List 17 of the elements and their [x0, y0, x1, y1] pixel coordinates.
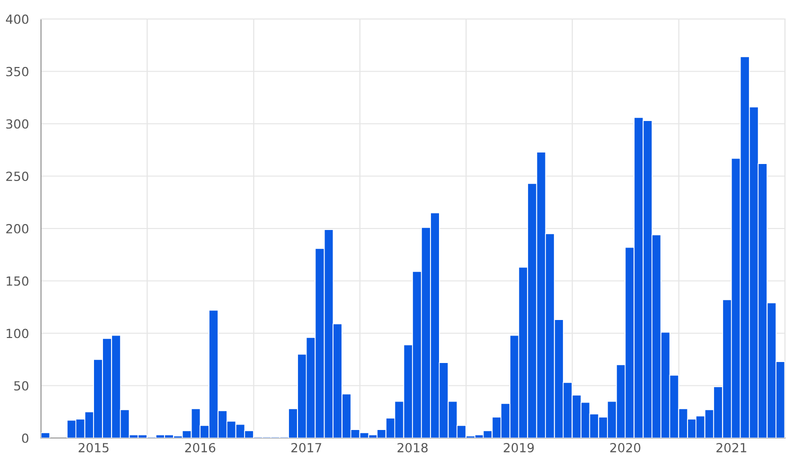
y-tick-label: 350	[6, 66, 28, 76]
y-tick-label: 150	[6, 276, 28, 286]
y-tick-label: 250	[6, 172, 28, 182]
y-tick-label: 300	[6, 119, 28, 129]
y-tick-label: 0	[22, 433, 28, 443]
y-tick-label: 50	[14, 381, 28, 391]
x-tick-label: 2021	[716, 442, 746, 452]
y-tick-label: 200	[6, 224, 28, 234]
x-tick-label: 2020	[610, 442, 640, 452]
x-tick-label: 2019	[504, 442, 534, 452]
x-tick-label: 2016	[185, 442, 216, 452]
y-tick-label: 100	[6, 328, 28, 338]
y-tick-label: 400	[6, 14, 28, 24]
x-tick-label: 2017	[291, 442, 322, 452]
x-tick-label: 2018	[398, 442, 428, 452]
x-tick-label: 2015	[78, 442, 108, 452]
bar	[41, 432, 50, 438]
